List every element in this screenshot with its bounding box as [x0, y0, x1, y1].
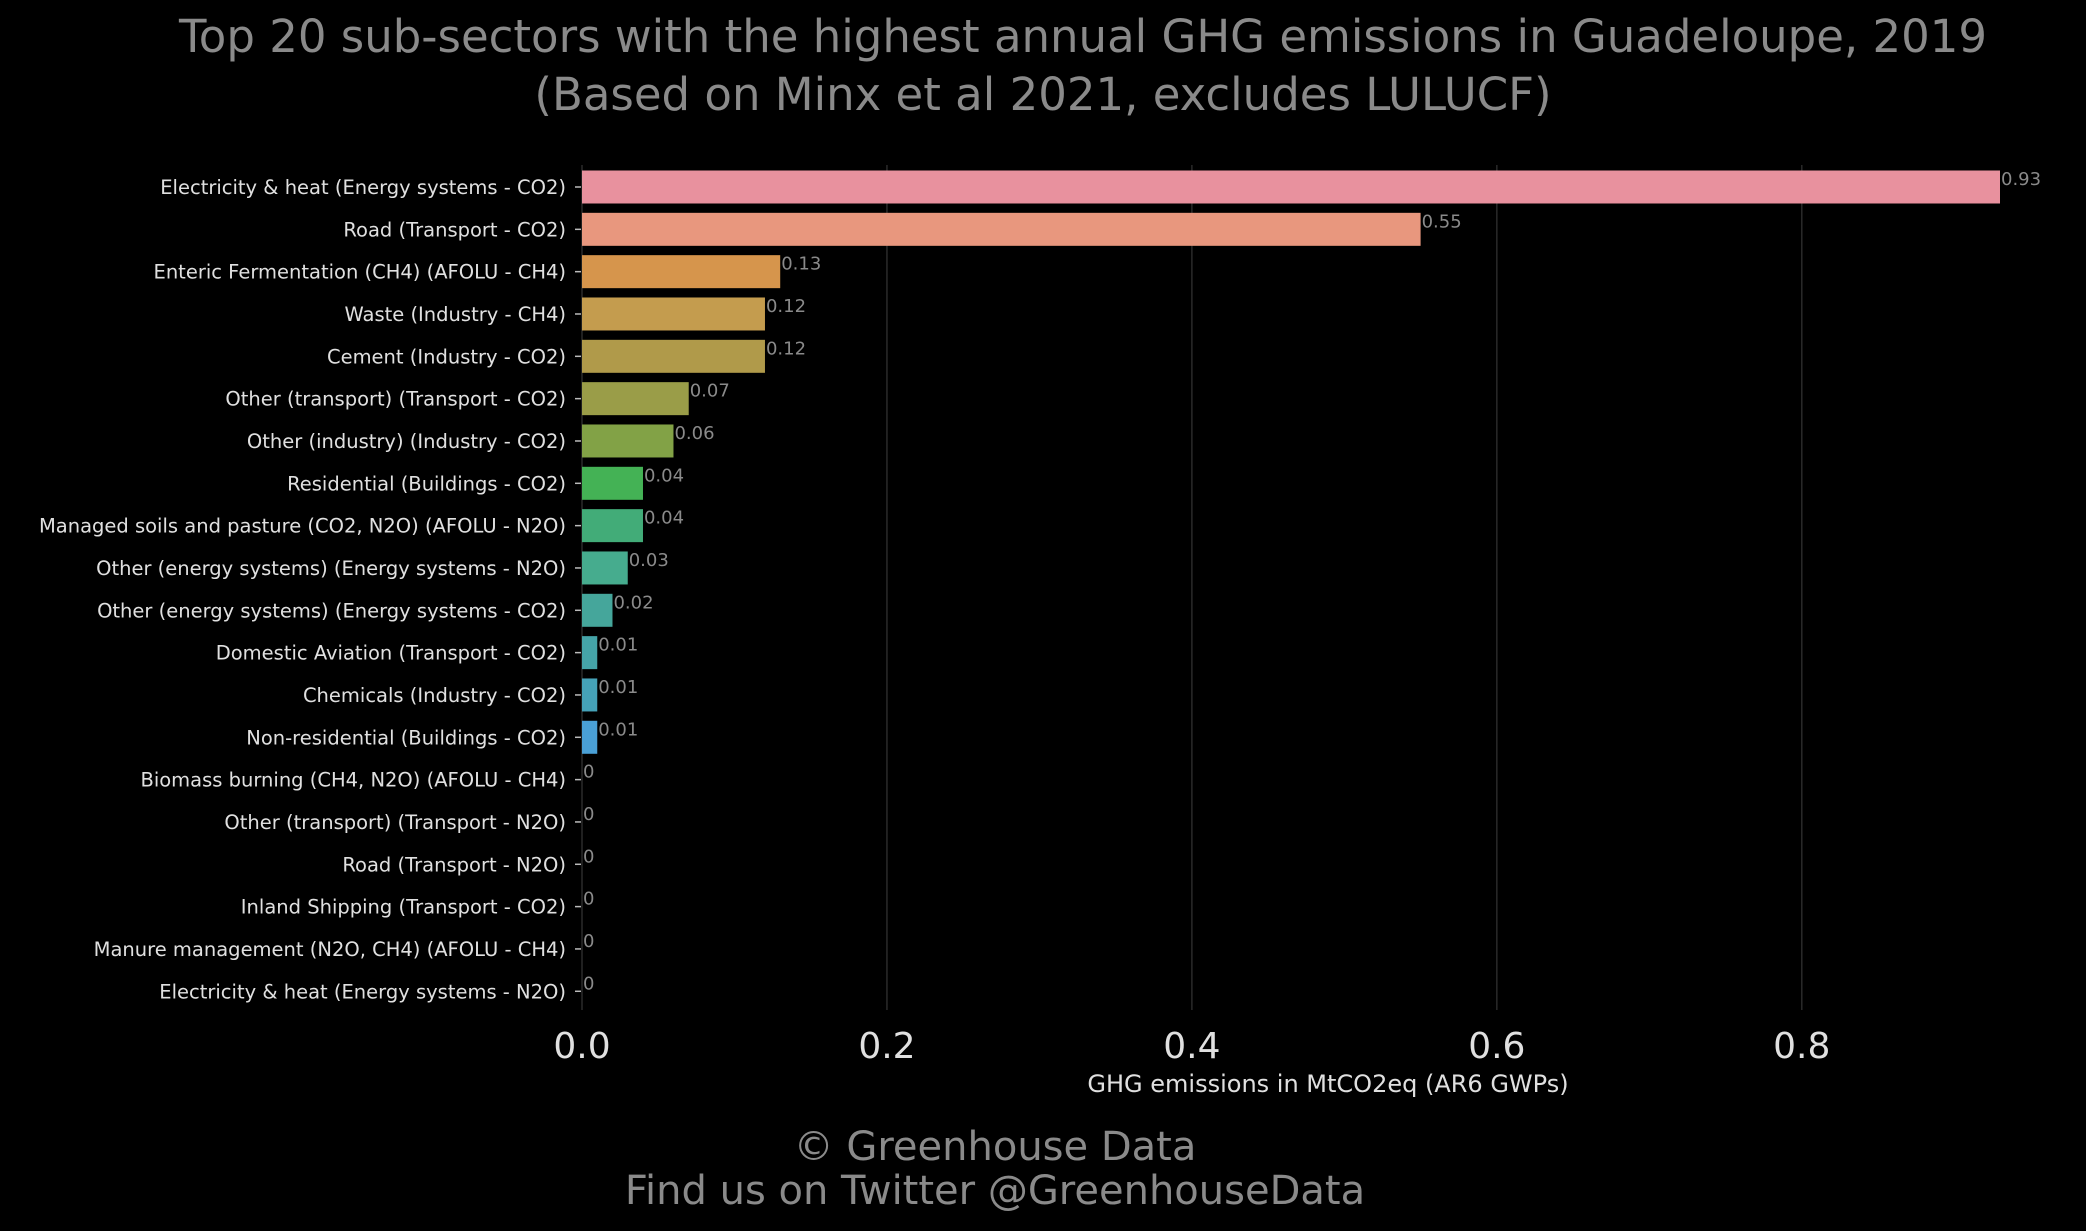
value-label: 0 — [583, 931, 594, 952]
x-tick-label: 0.6 — [1468, 1026, 1525, 1067]
value-label: 0 — [583, 804, 594, 825]
bar — [582, 339, 765, 373]
bar — [582, 255, 781, 289]
category-label: Other (industry) (Industry - CO2) — [247, 430, 566, 453]
bar — [582, 170, 2000, 204]
category-label: Chemicals (Industry - CO2) — [303, 684, 566, 707]
bar — [582, 593, 613, 627]
x-tick-label: 0.4 — [1163, 1026, 1220, 1067]
bar — [582, 424, 674, 458]
bar — [582, 678, 598, 712]
bar — [582, 382, 689, 416]
value-label: 0.13 — [781, 254, 821, 275]
value-label: 0 — [583, 889, 594, 910]
category-label: Road (Transport - N2O) — [342, 853, 566, 876]
category-labels: Electricity & heat (Energy systems - CO2… — [39, 176, 581, 1003]
footer-copyright: © Greenhouse Data — [793, 1124, 1197, 1170]
category-label: Waste (Industry - CH4) — [344, 303, 566, 326]
bar — [582, 720, 598, 754]
x-axis-title: GHG emissions in MtCO2eq (AR6 GWPs) — [1087, 1070, 1568, 1098]
category-label: Domestic Aviation (Transport - CO2) — [216, 642, 566, 665]
value-label: 0.55 — [1422, 211, 1462, 232]
bar — [582, 466, 643, 500]
category-label: Non-residential (Buildings - CO2) — [246, 726, 566, 749]
bar-chart: Electricity & heat (Energy systems - CO2… — [39, 165, 2041, 1098]
value-label: 0.02 — [613, 592, 653, 613]
bar — [582, 636, 598, 670]
category-label: Road (Transport - CO2) — [343, 218, 566, 241]
bar — [582, 509, 643, 543]
bars — [582, 170, 2000, 754]
category-label: Cement (Industry - CO2) — [327, 345, 566, 368]
x-axis-ticks: 0.0 0.2 0.4 0.6 0.8 — [553, 1026, 1830, 1067]
x-tick-label: 0.2 — [858, 1026, 915, 1067]
gridlines — [581, 165, 1803, 1010]
category-label: Electricity & heat (Energy systems - CO2… — [160, 176, 566, 199]
category-label: Other (transport) (Transport - CO2) — [225, 388, 566, 411]
value-label: 0.01 — [598, 635, 638, 656]
category-label: Residential (Buildings - CO2) — [287, 472, 566, 495]
value-label: 0.03 — [629, 550, 669, 571]
value-label: 0.12 — [766, 296, 806, 317]
category-label: Other (energy systems) (Energy systems -… — [97, 599, 566, 622]
category-label: Other (transport) (Transport - N2O) — [224, 811, 566, 834]
chart-title: Top 20 sub-sectors with the highest annu… — [178, 10, 1988, 63]
value-label: 0 — [583, 846, 594, 867]
value-label: 0.01 — [598, 719, 638, 740]
bar — [582, 212, 1421, 246]
x-tick-label: 0.8 — [1773, 1026, 1830, 1067]
value-label: 0.07 — [690, 381, 730, 402]
value-label: 0 — [583, 973, 594, 994]
value-label: 0.04 — [644, 465, 684, 486]
value-label: 0.12 — [766, 338, 806, 359]
category-label: Electricity & heat (Energy systems - N2O… — [159, 980, 566, 1003]
category-label: Other (energy systems) (Energy systems -… — [96, 557, 566, 580]
bar — [582, 297, 765, 331]
category-label: Inland Shipping (Transport - CO2) — [241, 896, 566, 919]
value-label: 0.93 — [2001, 169, 2041, 190]
category-label: Manure management (N2O, CH4) (AFOLU - CH… — [94, 938, 566, 961]
bar — [582, 551, 628, 585]
category-label: Enteric Fermentation (CH4) (AFOLU - CH4) — [154, 261, 567, 284]
value-label: 0.01 — [598, 677, 638, 698]
x-tick-label: 0.0 — [553, 1026, 610, 1067]
value-label: 0 — [583, 762, 594, 783]
value-label: 0.06 — [674, 423, 714, 444]
footer-twitter: Find us on Twitter @GreenhouseData — [624, 1168, 1366, 1214]
category-label: Biomass burning (CH4, N2O) (AFOLU - CH4) — [140, 769, 566, 792]
chart-subtitle: (Based on Minx et al 2021, excludes LULU… — [534, 68, 1552, 121]
value-label: 0.04 — [644, 508, 684, 529]
category-label: Managed soils and pasture (CO2, N2O) (AF… — [39, 515, 566, 538]
value-labels: 0.93 0.55 0.13 0.12 0.12 0.07 0.06 0.04 0.04 0.03… — [583, 169, 2041, 994]
